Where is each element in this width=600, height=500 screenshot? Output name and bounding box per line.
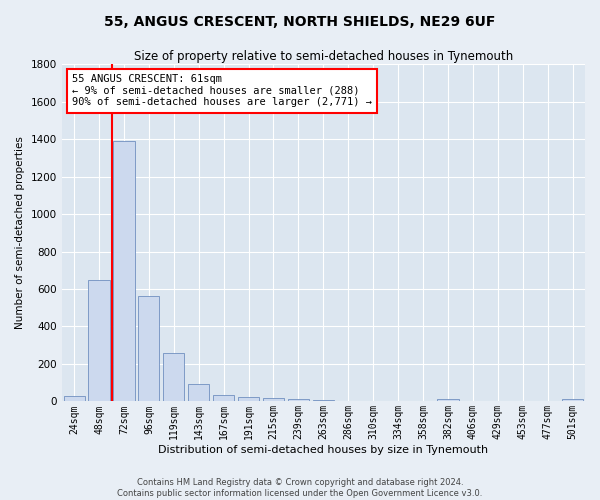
X-axis label: Distribution of semi-detached houses by size in Tynemouth: Distribution of semi-detached houses by … <box>158 445 488 455</box>
Bar <box>437 398 458 402</box>
Text: Contains HM Land Registry data © Crown copyright and database right 2024.
Contai: Contains HM Land Registry data © Crown c… <box>118 478 482 498</box>
Bar <box>163 352 184 402</box>
Bar <box>238 398 259 402</box>
Title: Size of property relative to semi-detached houses in Tynemouth: Size of property relative to semi-detach… <box>134 50 513 63</box>
Bar <box>288 398 309 402</box>
Bar <box>213 395 234 402</box>
Text: 55, ANGUS CRESCENT, NORTH SHIELDS, NE29 6UF: 55, ANGUS CRESCENT, NORTH SHIELDS, NE29 … <box>104 15 496 29</box>
Bar <box>313 400 334 402</box>
Bar <box>263 398 284 402</box>
Bar <box>113 141 134 402</box>
Y-axis label: Number of semi-detached properties: Number of semi-detached properties <box>15 136 25 329</box>
Bar <box>138 296 160 402</box>
Bar <box>188 384 209 402</box>
Bar <box>64 396 85 402</box>
Bar <box>88 280 110 402</box>
Text: 55 ANGUS CRESCENT: 61sqm
← 9% of semi-detached houses are smaller (288)
90% of s: 55 ANGUS CRESCENT: 61sqm ← 9% of semi-de… <box>72 74 372 108</box>
Bar <box>562 398 583 402</box>
